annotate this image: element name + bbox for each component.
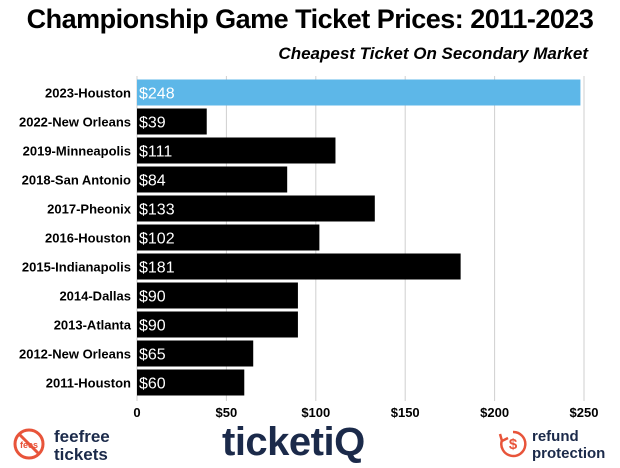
category-label: 2014-Dallas [59,289,131,304]
data-label: $39 [139,115,166,132]
chart-title: Championship Game Ticket Prices: 2011-20… [26,4,594,34]
feefree-wordmark: feefree tickets [54,428,110,464]
category-label: 2023-Houston [45,86,131,101]
data-label: $181 [139,260,175,277]
ticketiq-logo[interactable]: ticketiQ [222,420,365,464]
bar-2023-houston[interactable] [137,79,581,106]
no-fees-icon: fees [13,428,45,460]
data-label: $133 [139,202,175,219]
bar-2015-indianapolis[interactable] [137,253,461,280]
data-label: $90 [139,289,166,306]
x-tick-label: $200 [480,405,509,420]
chart-subtitle: Cheapest Ticket On Secondary Market [278,44,588,63]
refund-wordmark: refund protection [532,428,605,462]
refund-protection-logo[interactable]: $ refund protection [498,428,618,466]
category-label: 2022-New Orleans [19,115,131,130]
category-label: 2011-Houston [46,376,131,391]
bar-2022-new-orleans[interactable] [137,108,207,135]
data-label: $248 [139,86,175,103]
dollar-refund-icon: $ [498,430,527,458]
category-label: 2016-Houston [45,231,131,246]
x-tick-label: $100 [301,405,330,420]
data-label: $90 [139,318,166,335]
category-label: 2015-Indianapolis [22,260,131,275]
svg-text:$: $ [509,436,518,453]
x-tick-label: 0 [133,405,140,420]
data-label: $102 [139,231,175,248]
bar-2019-minneapolis[interactable] [137,137,336,164]
bar-2014-dallas[interactable] [137,282,298,309]
bar-2017-pheonix[interactable] [137,195,375,222]
category-label: 2012-New Orleans [19,347,131,362]
data-label: $84 [139,173,166,190]
refund-line2: protection [532,445,606,462]
category-label: 2017-Pheonix [47,202,132,217]
data-label: $65 [139,347,166,364]
footer: fees feefree tickets ticketiQ $ refund p… [0,418,620,468]
fees-badge-text: fees [20,440,38,450]
bar-2018-san-antonio[interactable] [137,166,288,193]
category-label: 2013-Atlanta [54,318,132,333]
x-tick-label: $150 [391,405,420,420]
feefree-line2: tickets [54,445,108,464]
data-label: $111 [139,144,172,161]
bar-2013-atlanta[interactable] [137,311,298,338]
bar-2012-new-orleans[interactable] [137,340,254,367]
x-tick-label: $250 [570,405,599,420]
category-label: 2018-San Antonio [22,173,131,188]
feefree-line1: feefree [54,427,110,446]
bar-2016-houston[interactable] [137,224,320,251]
bar-2011-houston[interactable] [137,369,245,396]
x-tick-label: $50 [216,405,238,420]
feefree-logo[interactable]: fees feefree tickets [12,426,132,466]
refund-line1: refund [532,428,579,445]
category-label: 2019-Minneapolis [23,144,131,159]
data-label: $60 [139,376,166,393]
